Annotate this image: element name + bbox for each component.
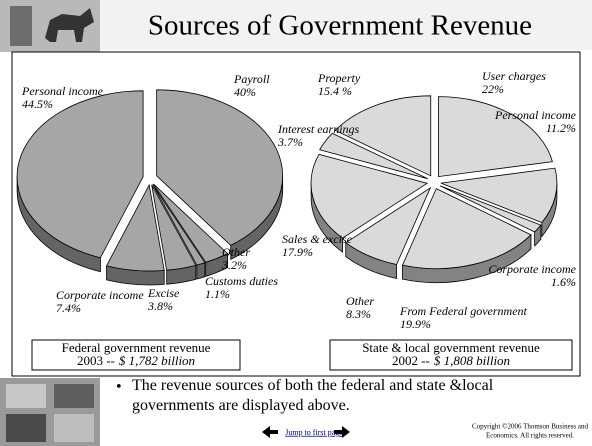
caption-year: 2003 -- [77, 353, 115, 368]
title-band [100, 0, 592, 50]
value-label: 11.2% [546, 121, 576, 135]
value-label: 3.2% [221, 258, 247, 272]
pie-slice [345, 186, 432, 279]
decor-bottom [0, 378, 100, 446]
jump-link[interactable]: Jump to first page [285, 428, 343, 437]
slice-top [401, 188, 532, 270]
caption-amount: $ 1,808 billion [434, 353, 510, 368]
slice-side [196, 262, 206, 280]
slice-label: Payroll [233, 72, 270, 86]
caption-line: 2003 -- $ 1,782 billion [77, 353, 195, 368]
value-label: 19.9% [400, 317, 431, 331]
value-label: 15.4 % [318, 84, 352, 98]
slice-label: Other [346, 294, 374, 308]
pie-slice [401, 188, 532, 284]
slice-top [156, 89, 284, 246]
slice-label: Sales & excise [282, 232, 353, 246]
slice-top [439, 185, 542, 233]
slice-label: Corporate income [488, 262, 576, 276]
pie-slice [439, 185, 542, 247]
pie-slice [152, 184, 206, 280]
bullet-text: The revenue sources of both the federal … [132, 377, 494, 414]
pie-slice [438, 96, 553, 178]
slice-top [440, 167, 558, 224]
decor-shape [6, 414, 46, 442]
slice-top [153, 183, 229, 263]
slice-label: Personal income [21, 84, 104, 98]
caption: Federal government revenue [62, 340, 211, 355]
pie-slice [151, 184, 197, 285]
pie-slice [310, 153, 429, 253]
copyright: Copyright ©2006 Thomson Business and [472, 423, 589, 431]
caption-amount: $ 1,782 billion [119, 353, 195, 368]
value-label: 40% [234, 85, 256, 99]
decor-shape [6, 384, 46, 408]
decor-top [0, 0, 100, 52]
slice-top [345, 186, 432, 265]
pie-slice [440, 167, 558, 238]
caption: State & local government revenue [362, 340, 540, 355]
value-label: 8.3% [346, 307, 371, 321]
copyright: Economics. All rights reserved. [486, 432, 574, 440]
slice-label: Personal income [494, 108, 577, 122]
arrow-left[interactable] [262, 426, 278, 438]
slice-label: User charges [482, 69, 546, 83]
pie-slice [334, 95, 432, 177]
slice-label: Interest earnings [277, 122, 360, 136]
value-label: 3.8% [147, 299, 173, 313]
caption-line: 2002 -- $ 1,808 billion [392, 353, 510, 368]
slice-label: Property [317, 71, 361, 85]
pie-slice [319, 132, 428, 180]
pie-slice [153, 183, 229, 277]
slice-label: Corporate income [56, 288, 144, 302]
value-label: 1.6% [551, 275, 576, 289]
slice-top [438, 96, 553, 178]
pie-slice [105, 183, 165, 286]
caption-year: 2002 -- [392, 353, 430, 368]
value-label: 17.9% [282, 245, 313, 259]
decor-shape [54, 384, 94, 408]
slice-top [310, 153, 429, 239]
slice-label: Excise [147, 286, 180, 300]
caption-box [329, 339, 573, 371]
caption-box [31, 339, 241, 371]
slice-label: Other [222, 245, 250, 259]
slice-top [334, 95, 432, 177]
slice-label: From Federal government [399, 304, 528, 318]
bullet-box: The revenue sources of both the federal … [132, 377, 494, 414]
value-label: 44.5% [22, 97, 53, 111]
decor-shape [54, 414, 94, 442]
value-label: 3.7% [277, 135, 303, 149]
slice-top [152, 184, 206, 266]
value-label: 22% [482, 82, 504, 96]
slide-title: Sources of Government Revenue [148, 10, 532, 42]
pie-slice [16, 90, 144, 273]
pie-slice [156, 89, 284, 261]
slice-top [16, 90, 144, 259]
slice-top [105, 183, 165, 272]
bullet-mark: • [116, 379, 122, 396]
slice-top [151, 184, 197, 271]
arrow-right[interactable] [334, 426, 350, 438]
decor-horse [45, 8, 94, 42]
value-label: 7.4% [56, 301, 81, 315]
value-label: 1.1% [205, 287, 230, 301]
decor-shape [10, 6, 32, 46]
slice-label: Customs duties [205, 274, 278, 288]
slice-top [319, 132, 428, 180]
